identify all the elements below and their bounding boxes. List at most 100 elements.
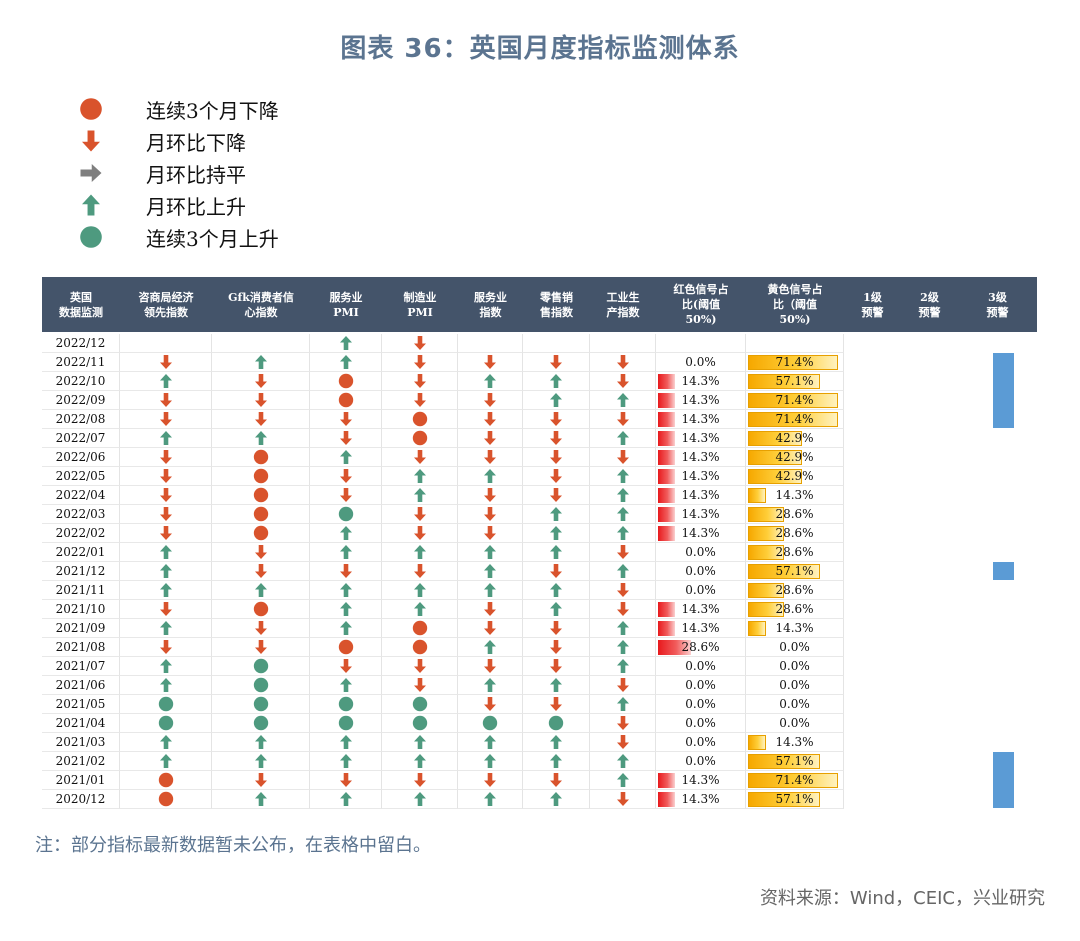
table-row: 2022/12 — [42, 334, 1037, 353]
green-up-arrow-icon — [158, 620, 174, 636]
yellow-signal-share-cell: 57.1% — [746, 562, 844, 581]
signal-cell-industrial-production — [590, 334, 656, 353]
red-down-arrow-icon — [615, 449, 631, 465]
signal-cell-lei — [120, 543, 212, 562]
signal-cell-lei — [120, 524, 212, 543]
signal-cell-lei — [120, 771, 212, 790]
red-down-arrow-icon — [253, 620, 269, 636]
yellow-signal-share-cell: 14.3% — [746, 733, 844, 752]
signal-cell-manufacturing-pmi — [382, 752, 458, 771]
green-up-arrow-icon — [338, 335, 354, 351]
signal-cell-services-pmi — [310, 429, 382, 448]
red-signal-share-cell: 0.0% — [656, 581, 746, 600]
signal-cell-retail-sales — [523, 752, 590, 771]
share-value: 14.3% — [681, 773, 720, 787]
red-signal-share-cell: 14.3% — [656, 524, 746, 543]
signal-cell-services-index — [458, 619, 523, 638]
signal-cell-manufacturing-pmi — [382, 486, 458, 505]
signal-cell-gfk — [212, 619, 310, 638]
signal-cell-lei — [120, 581, 212, 600]
red-down-arrow-icon — [548, 696, 564, 712]
red-down-arrow-icon — [482, 354, 498, 370]
signal-cell-gfk — [212, 448, 310, 467]
red-circle-icon — [412, 620, 428, 636]
row-date: 2021/09 — [42, 619, 120, 638]
signal-cell-services-index — [458, 752, 523, 771]
green-up-arrow-icon — [615, 696, 631, 712]
green-up-arrow-icon — [253, 753, 269, 769]
signal-cell-services-index — [458, 410, 523, 429]
red-circle-icon — [253, 468, 269, 484]
yellow-signal-share-cell: 28.6% — [746, 581, 844, 600]
yellow-signal-share-cell: 14.3% — [746, 619, 844, 638]
green-up-arrow-icon — [548, 392, 564, 408]
red-down-arrow-icon — [158, 392, 174, 408]
yellow-signal-share-cell — [746, 334, 844, 353]
signal-cell-services-index — [458, 524, 523, 543]
green-up-arrow-icon — [615, 753, 631, 769]
legend-label: 月环比下降 — [146, 130, 246, 155]
signal-cell-industrial-production — [590, 448, 656, 467]
share-value: 14.3% — [681, 431, 720, 445]
red-down-arrow-icon — [482, 411, 498, 427]
table-row: 2022/10 14.3% 57.1% — [42, 372, 1037, 391]
signal-cell-manufacturing-pmi — [382, 391, 458, 410]
source-note: 资料来源：Wind，CEIC，兴业研究 — [759, 888, 1045, 909]
signal-cell-lei — [120, 790, 212, 809]
signal-cell-lei — [120, 638, 212, 657]
signal-cell-industrial-production — [590, 771, 656, 790]
share-value: 28.6% — [775, 526, 814, 540]
red-circle-icon — [338, 639, 354, 655]
signal-cell-services-index — [458, 790, 523, 809]
green-up-arrow-icon — [615, 772, 631, 788]
red-circle-icon — [338, 392, 354, 408]
signal-cell-services-index — [458, 676, 523, 695]
yellow-signal-bar — [748, 792, 820, 807]
red-down-arrow-icon — [615, 582, 631, 598]
signal-cell-gfk — [212, 353, 310, 372]
red-signal-share-cell: 0.0% — [656, 733, 746, 752]
green-up-arrow-icon — [615, 506, 631, 522]
row-date: 2021/01 — [42, 771, 120, 790]
yellow-signal-share-cell: 71.4% — [746, 391, 844, 410]
green-up-arrow-icon — [253, 430, 269, 446]
signal-cell-manufacturing-pmi — [382, 448, 458, 467]
green-up-arrow-icon — [615, 430, 631, 446]
signal-cell-gfk — [212, 524, 310, 543]
red-signal-share-cell: 0.0% — [656, 752, 746, 771]
share-value: 42.9% — [775, 469, 814, 483]
red-signal-share-cell: 0.0% — [656, 695, 746, 714]
row-date: 2022/09 — [42, 391, 120, 410]
share-value: 0.0% — [779, 697, 810, 711]
yellow-signal-share-cell: 71.4% — [746, 353, 844, 372]
signal-cell-gfk — [212, 543, 310, 562]
row-date: 2020/12 — [42, 790, 120, 809]
red-circle-icon — [158, 791, 174, 807]
red-signal-share-cell: 14.3% — [656, 600, 746, 619]
share-value: 14.3% — [681, 507, 720, 521]
row-date: 2021/04 — [42, 714, 120, 733]
signal-cell-services-index — [458, 372, 523, 391]
signal-cell-gfk — [212, 752, 310, 771]
share-value: 28.6% — [775, 602, 814, 616]
signal-cell-services-pmi — [310, 486, 382, 505]
green-up-arrow-icon — [615, 468, 631, 484]
level3-warning-marker — [993, 562, 1014, 580]
green-up-arrow-icon — [412, 601, 428, 617]
header-manufacturing-pmi: 制造业 PMI — [403, 290, 437, 319]
signal-cell-services-pmi — [310, 410, 382, 429]
yellow-signal-share-cell: 0.0% — [746, 638, 844, 657]
red-signal-bar — [658, 469, 675, 484]
row-date: 2021/05 — [42, 695, 120, 714]
legend-label: 月环比持平 — [146, 162, 246, 187]
yellow-signal-share-cell: 42.9% — [746, 448, 844, 467]
green-up-arrow-icon — [548, 525, 564, 541]
header-level2-warning: 2级 预警 — [918, 290, 941, 319]
red-down-arrow-icon — [158, 449, 174, 465]
share-value: 0.0% — [685, 545, 716, 559]
legend-item: 连续3个月上升 — [76, 222, 279, 252]
green-up-arrow-icon — [548, 601, 564, 617]
red-down-arrow-icon — [158, 487, 174, 503]
legend-item: 月环比持平 — [76, 158, 246, 188]
share-value: 28.6% — [775, 545, 814, 559]
